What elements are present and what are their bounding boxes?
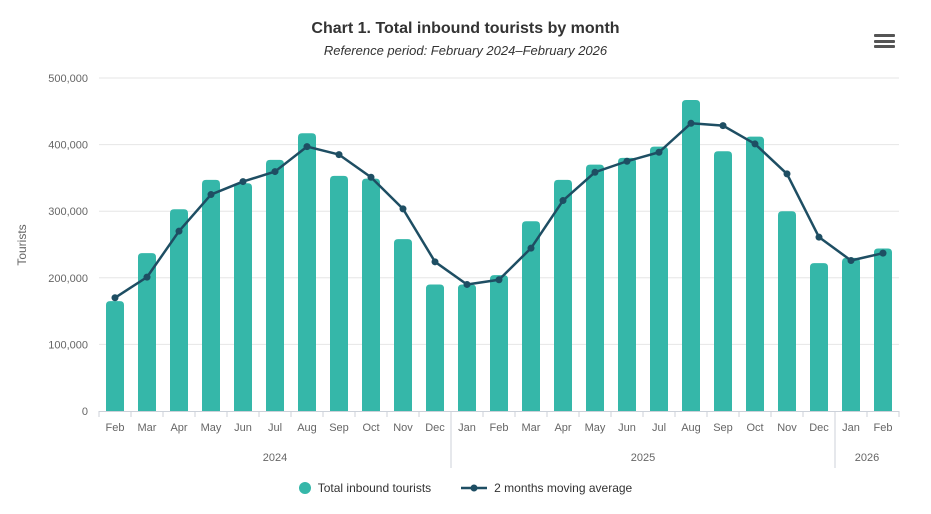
moving-average-point[interactable]	[463, 280, 471, 288]
moving-average-point[interactable]	[879, 249, 887, 257]
moving-average-point[interactable]	[783, 170, 791, 178]
tourists-bar[interactable]	[330, 175, 348, 411]
moving-average-point[interactable]	[527, 244, 535, 252]
chart-subtitle: Reference period: February 2024–February…	[323, 43, 608, 58]
x-axis-month-label: Nov	[777, 422, 797, 434]
line-series-swatch	[461, 484, 488, 492]
moving-average-point[interactable]	[367, 173, 375, 181]
moving-average-point[interactable]	[111, 294, 119, 302]
tourists-bar[interactable]	[746, 136, 764, 411]
plot-area: 0 100,000 200,000 300,000 400,000 500,000 Feb M…	[48, 73, 900, 468]
moving-average-point[interactable]	[175, 227, 183, 235]
moving-average-point[interactable]	[303, 143, 311, 151]
x-axis-month-label: Aug	[681, 422, 701, 434]
x-axis-month-label: Aug	[297, 422, 317, 434]
tourists-bar[interactable]	[202, 179, 220, 411]
x-axis-month-label: Dec	[425, 422, 445, 434]
x-axis-month-label: Mar	[522, 422, 541, 434]
tourists-bar[interactable]	[842, 257, 860, 411]
moving-average-point[interactable]	[559, 197, 567, 205]
moving-average-point[interactable]	[847, 256, 855, 264]
moving-average-point[interactable]	[143, 273, 151, 281]
tourists-bar[interactable]	[170, 209, 188, 411]
moving-average-point[interactable]	[207, 191, 215, 199]
y-axis-tick-label: 500,000	[48, 73, 88, 85]
tourists-bar[interactable]	[362, 178, 380, 411]
tourists-bar[interactable]	[266, 159, 284, 411]
moving-average-point[interactable]	[239, 178, 247, 186]
moving-average-point[interactable]	[751, 140, 759, 148]
x-axis-month-label: May	[585, 422, 606, 434]
tourists-bar[interactable]	[778, 211, 796, 411]
tourists-bar[interactable]	[106, 301, 124, 411]
x-axis-month-label: Feb	[490, 422, 509, 434]
x-axis-month-label: Oct	[746, 422, 763, 434]
tourists-bar[interactable]	[458, 284, 476, 411]
chart-menu-button[interactable]	[870, 29, 898, 53]
x-axis-month-label: Apr	[170, 422, 187, 434]
legend-item-moving-average[interactable]: 2 months moving average	[461, 481, 632, 495]
tourists-bar[interactable]	[522, 221, 540, 411]
x-axis-year-label: 2024	[263, 452, 287, 464]
y-axis-tick-label: 300,000	[48, 206, 88, 218]
legend-label-moving-average: 2 months moving average	[494, 481, 633, 495]
x-axis-month-label: Jun	[618, 422, 636, 434]
tourists-bar[interactable]	[138, 253, 156, 411]
moving-average-point[interactable]	[719, 122, 727, 130]
moving-average-point[interactable]	[815, 233, 823, 241]
tourists-bar[interactable]	[234, 183, 252, 411]
x-axis-month-label: Feb	[874, 422, 893, 434]
x-axis-month-label: Jul	[652, 422, 666, 434]
legend: Total inbound tourists 2 months moving a…	[0, 481, 931, 495]
legend-label-tourists: Total inbound tourists	[317, 481, 432, 495]
tourists-bar[interactable]	[394, 239, 412, 411]
moving-average-point[interactable]	[655, 148, 663, 156]
x-axis-month-label: May	[201, 422, 222, 434]
x-axis-month-label: Feb	[106, 422, 125, 434]
x-axis-month-label: Jan	[458, 422, 476, 434]
legend-item-tourists[interactable]: Total inbound tourists	[298, 481, 432, 495]
tourists-bar[interactable]	[682, 99, 700, 411]
moving-average-point[interactable]	[271, 168, 279, 176]
tourists-bar[interactable]	[874, 248, 892, 411]
bar-series-swatch	[298, 482, 311, 494]
y-axis-tick-label: 100,000	[48, 339, 88, 351]
chart-title: Chart 1. Total inbound tourists by month	[311, 20, 620, 37]
tourists-bar[interactable]	[586, 164, 604, 411]
x-axis-year-label: 2026	[855, 452, 879, 464]
tourists-bar[interactable]	[714, 151, 732, 411]
moving-average-point[interactable]	[687, 119, 695, 127]
moving-average-point[interactable]	[623, 157, 631, 165]
x-axis-month-label: Nov	[393, 422, 413, 434]
moving-average-point[interactable]	[591, 168, 599, 176]
moving-average-point[interactable]	[431, 258, 439, 266]
x-axis-month-label: Jan	[842, 422, 860, 434]
x-axis-month-label: Sep	[713, 422, 733, 434]
x-axis-month-label: Jul	[268, 422, 282, 434]
tourists-bar[interactable]	[554, 179, 572, 411]
moving-average-point[interactable]	[335, 151, 343, 159]
tourists-bar[interactable]	[618, 157, 636, 411]
moving-average-line[interactable]	[114, 122, 884, 299]
hamburger-icon	[872, 34, 896, 48]
x-axis-month-label: Jun	[234, 422, 252, 434]
tourists-bar[interactable]	[810, 263, 828, 411]
tourists-bar[interactable]	[650, 146, 668, 411]
moving-average-point[interactable]	[399, 205, 407, 213]
tourists-bar[interactable]	[426, 284, 444, 411]
tourists-bar[interactable]	[298, 133, 316, 411]
x-axis-month-label: Dec	[809, 422, 829, 434]
y-axis-tick-label: 200,000	[48, 273, 88, 285]
x-axis-month-label: Sep	[329, 422, 349, 434]
x-axis-month-label: Mar	[138, 422, 157, 434]
x-axis-month-label: Apr	[554, 422, 571, 434]
y-axis-tick-label: 400,000	[48, 140, 88, 152]
x-axis-month-label: Oct	[362, 422, 379, 434]
y-axis-tick-label: 0	[82, 406, 88, 418]
tourists-bar[interactable]	[490, 275, 508, 411]
moving-average-point[interactable]	[495, 276, 503, 284]
x-axis-year-label: 2025	[631, 452, 655, 464]
